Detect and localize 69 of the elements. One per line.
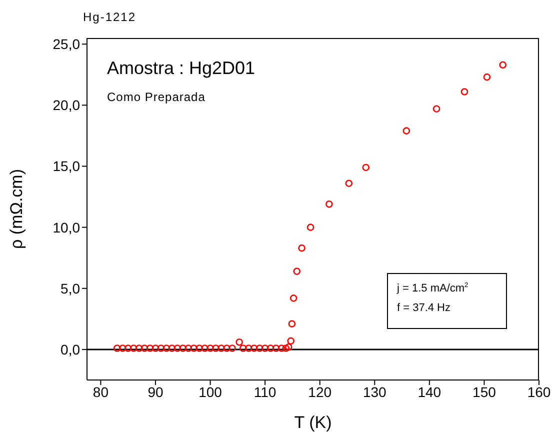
- point: [287, 337, 294, 345]
- x-tick-label: 140: [418, 384, 442, 400]
- point: [113, 344, 121, 352]
- point: [293, 268, 300, 275]
- x-tick-label: 160: [527, 384, 551, 400]
- point: [250, 344, 258, 352]
- annotation: Como Preparada: [107, 90, 206, 104]
- point: [261, 344, 269, 352]
- point: [223, 344, 230, 352]
- point: [152, 344, 160, 352]
- x-tick-label: 90: [148, 384, 164, 400]
- x-tick-label: 80: [92, 384, 109, 400]
- point: [206, 344, 214, 352]
- point: [345, 180, 353, 187]
- point: [130, 344, 138, 352]
- point: [290, 294, 298, 302]
- point: [483, 73, 491, 81]
- point: [168, 344, 176, 352]
- x-tick-label: 100: [198, 384, 222, 400]
- x-tick-label: 110: [254, 384, 276, 400]
- point: [190, 344, 198, 352]
- point: [118, 344, 126, 352]
- point: [272, 344, 280, 352]
- point: [179, 344, 187, 352]
- point: [244, 344, 252, 352]
- y-tick-label: 15,0: [52, 158, 80, 174]
- annotation: Amostra : Hg2D01: [107, 58, 256, 78]
- point: [239, 344, 247, 352]
- x-tick-label: 130: [362, 384, 387, 400]
- point: [157, 344, 165, 352]
- chart-title: Hg-1212: [83, 10, 136, 24]
- x-tick-label: 150: [472, 384, 496, 400]
- point: [140, 344, 148, 352]
- point: [499, 61, 506, 69]
- point: [236, 338, 243, 346]
- point: [135, 344, 143, 352]
- point: [184, 344, 192, 352]
- point: [432, 105, 440, 112]
- y-tick-label: 0,0: [60, 341, 80, 358]
- point: [146, 344, 154, 352]
- point: [196, 344, 203, 352]
- point: [362, 164, 370, 172]
- point: [174, 344, 182, 352]
- y-tick-label: 5,0: [60, 280, 80, 296]
- point: [278, 344, 286, 352]
- point: [326, 200, 333, 208]
- point: [162, 344, 170, 352]
- annotation: j = 1.5 mA/cm$^{2}$: [397, 282, 468, 295]
- point: [460, 88, 468, 96]
- x-tick-label: 120: [308, 384, 332, 400]
- y-tick-label: 10,0: [52, 219, 80, 236]
- point: [288, 320, 296, 328]
- y-tick-label: 25,0: [52, 36, 80, 52]
- point: [306, 224, 314, 231]
- y-axis-title: ρ (mΩ.cm): [7, 169, 26, 249]
- point: [201, 344, 208, 352]
- point: [228, 344, 236, 352]
- point: [298, 244, 306, 252]
- y-tick-label: 20,0: [52, 97, 80, 114]
- point: [282, 344, 290, 352]
- annotation: f = 37.4 Hz: [397, 302, 451, 314]
- x-axis-title: T (K): [294, 413, 332, 432]
- point: [218, 344, 225, 352]
- point: [124, 344, 132, 352]
- point: [402, 127, 410, 134]
- point: [284, 343, 292, 351]
- point: [256, 344, 264, 352]
- point: [266, 344, 274, 352]
- point: [212, 344, 220, 352]
